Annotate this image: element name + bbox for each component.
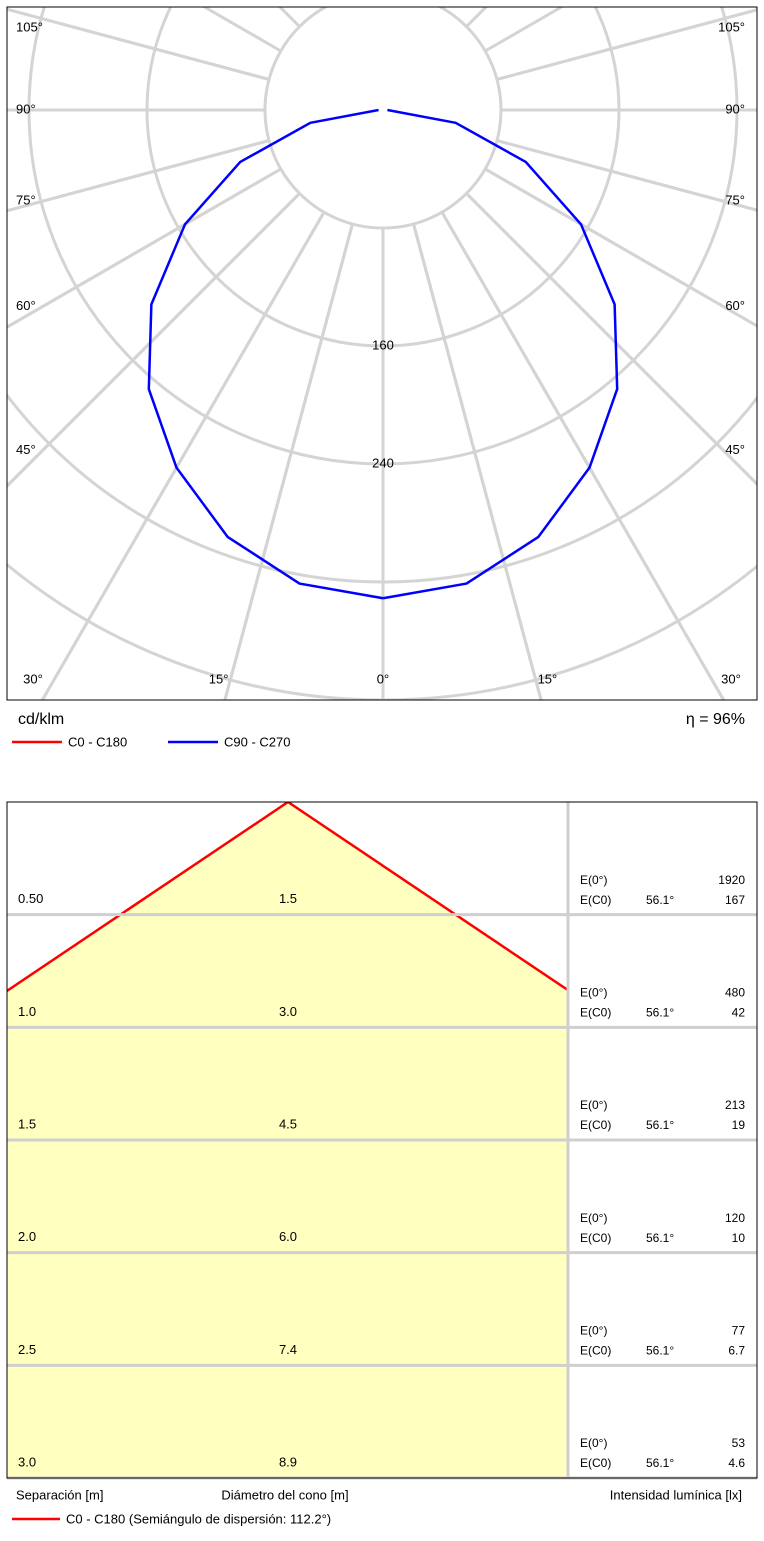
radial-grid-circle (145, 7, 621, 348)
diameter-label: 6.0 (279, 1229, 297, 1244)
e-c0-value: 4.6 (728, 1456, 745, 1470)
axis-label: Separación [m] (16, 1487, 103, 1502)
height-label: 2.5 (18, 1342, 36, 1357)
axis-label: Intensidad lumínica [lx] (610, 1487, 742, 1502)
e-center-value: 480 (725, 986, 745, 1000)
height-label: 0.50 (18, 891, 43, 906)
legend-label: C90 - C270 (224, 734, 290, 749)
e-c0-name: E(C0) (580, 1456, 611, 1470)
angle-tick-label: 60° (16, 298, 36, 313)
e-center-value: 53 (732, 1436, 746, 1450)
e-c0-value: 6.7 (728, 1344, 745, 1358)
angle-tick-label: 30° (721, 671, 741, 686)
polar-plot: 160 240 (7, 7, 757, 700)
diameter-label: 3.0 (279, 1004, 297, 1019)
angle-tick-label: 105° (718, 19, 745, 34)
angle-tick-label: 90° (16, 101, 36, 116)
e-c0-value: 167 (725, 893, 745, 907)
angle-tick-label: 0° (377, 671, 389, 686)
e-center-name: E(0°) (580, 873, 607, 887)
half-angle-label: 56.1° (646, 1118, 674, 1132)
angle-tick-label: 75° (725, 193, 745, 208)
half-angle-label: 56.1° (646, 1006, 674, 1020)
angle-grid-line (7, 139, 270, 213)
angle-grid-line (496, 8, 757, 81)
e-c0-name: E(C0) (580, 1344, 611, 1358)
radial-grid-circle (27, 7, 739, 466)
angle-tick-label: 30° (23, 671, 43, 686)
e-center-value: 213 (725, 1098, 745, 1112)
e-c0-value: 42 (732, 1006, 746, 1020)
unit-label: cd/klm (18, 711, 64, 728)
e-center-value: 77 (732, 1324, 746, 1338)
e-c0-value: 19 (732, 1118, 746, 1132)
e-c0-value: 10 (732, 1231, 746, 1245)
angle-grid-line (7, 167, 282, 329)
spoke (277, 7, 301, 28)
height-label: 1.0 (18, 1004, 36, 1019)
legend-label: C0 - C180 (68, 734, 127, 749)
e-center-value: 1920 (718, 873, 745, 887)
angle-tick-label: 60° (725, 298, 745, 313)
e-center-name: E(0°) (580, 1098, 607, 1112)
plot-frame (6, 6, 758, 701)
angle-tick-label: 15° (538, 671, 558, 686)
radial-tick-label: 160 (372, 337, 394, 352)
angle-tick-label: 105° (16, 19, 43, 34)
e-c0-name: E(C0) (580, 1118, 611, 1132)
angle-tick-label: 75° (16, 193, 36, 208)
angle-tick-label: 45° (16, 442, 36, 457)
e-center-name: E(0°) (580, 1324, 607, 1338)
diameter-label: 7.4 (279, 1342, 297, 1357)
half-angle-label: 56.1° (646, 1456, 674, 1470)
angle-grid-line (7, 7, 270, 81)
angle-grid-line (440, 211, 726, 700)
angle-grid-line (484, 167, 757, 328)
e-center-value: 120 (725, 1211, 745, 1225)
height-label: 1.5 (18, 1116, 36, 1131)
radial-grid-circle (7, 392, 757, 584)
diameter-label: 8.9 (279, 1454, 297, 1469)
efficiency: η = 96% (686, 711, 745, 728)
diameter-label: 4.5 (279, 1116, 297, 1131)
cone-frame (6, 801, 758, 1479)
e-c0-name: E(C0) (580, 1231, 611, 1245)
e-c0-name: E(C0) (580, 893, 611, 907)
axis-label: Diámetro del cono [m] (221, 1487, 348, 1502)
angle-grid-line (496, 139, 757, 212)
e-center-name: E(0°) (580, 1436, 607, 1450)
angle-tick-label: 15° (209, 671, 229, 686)
half-angle-label: 56.1° (646, 1344, 674, 1358)
angle-tick-label: 90° (725, 101, 745, 116)
cone-chart: 0.50 1.5 E(0°) E(C0) 56.1° 1920 167 1.0 3.0 E(0°)… (6, 801, 758, 1526)
angle-grid-line (412, 223, 543, 700)
angle-grid-line (7, 192, 301, 489)
height-label: 2.0 (18, 1229, 36, 1244)
radial-tick-label: 240 (372, 455, 394, 470)
angle-grid-line (223, 223, 354, 700)
height-label: 3.0 (18, 1454, 36, 1469)
legend-label: C0 - C180 (Semiángulo de dispersión: 112… (66, 1511, 331, 1526)
angle-tick-label: 45° (725, 442, 745, 457)
radial-grid-circle (263, 7, 503, 230)
half-angle-label: 56.1° (646, 893, 674, 907)
angle-grid-line (40, 211, 326, 700)
e-center-name: E(0°) (580, 1211, 607, 1225)
diameter-label: 1.5 (279, 891, 297, 906)
e-center-name: E(0°) (580, 986, 607, 1000)
angle-grid-line (465, 192, 757, 487)
e-c0-name: E(C0) (580, 1006, 611, 1020)
intensity-curve (147, 108, 384, 600)
intensity-curve (382, 108, 619, 600)
half-angle-label: 56.1° (646, 1231, 674, 1245)
